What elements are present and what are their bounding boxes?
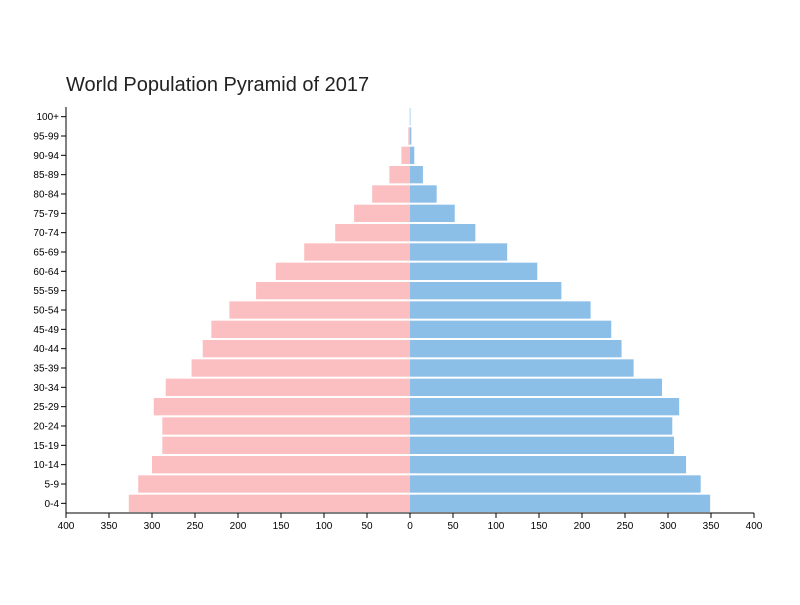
left-bar-95-99 — [408, 127, 410, 144]
y-tick-label: 65-69 — [33, 248, 59, 259]
left-bar-45-49 — [211, 321, 410, 338]
y-axis: 0-4 5-9 10-14 15-19 20-24 25-29 30-34 35-39 40-4… — [33, 107, 66, 513]
left-bar-30-34 — [166, 379, 410, 396]
left-bar-50-54 — [229, 301, 410, 318]
left-bar-40-44 — [203, 340, 410, 357]
right-bar-40-44 — [410, 340, 622, 357]
left-bar-75-79 — [354, 205, 410, 222]
right-bar-65-69 — [410, 243, 507, 260]
right-bar-35-39 — [410, 359, 634, 376]
right-bar-55-59 — [410, 282, 561, 299]
y-tick-label: 90-94 — [33, 151, 59, 162]
y-tick-label: 60-64 — [33, 267, 59, 278]
x-tick-label: 200 — [230, 521, 247, 532]
right-bar-15-19 — [410, 437, 674, 454]
y-tick-label: 50-54 — [33, 306, 59, 317]
y-tick-label: 25-29 — [33, 402, 59, 413]
y-tick-label: 75-79 — [33, 209, 59, 220]
x-tick-label: 300 — [144, 521, 161, 532]
right-bar-85-89 — [410, 166, 423, 183]
y-tick-label: 5-9 — [45, 480, 60, 491]
right-bar-30-34 — [410, 379, 662, 396]
x-tick-label: 0 — [407, 521, 413, 532]
y-tick-label: 35-39 — [33, 364, 59, 375]
x-tick-label: 150 — [273, 521, 290, 532]
y-tick-label: 30-34 — [33, 383, 59, 394]
x-axis: 400 350 300 250 200 150 100 50 0 50 100 150 200 250 30… — [58, 513, 763, 532]
left-bar-35-39 — [192, 359, 410, 376]
left-bar-10-14 — [152, 456, 410, 473]
chart-title: World Population Pyramid of 2017 — [66, 74, 369, 97]
left-bar-5-9 — [138, 475, 410, 492]
y-tick-label: 40-44 — [33, 344, 59, 355]
left-bar-0-4 — [129, 495, 410, 512]
y-tick-label: 55-59 — [33, 286, 59, 297]
x-tick-label: 250 — [187, 521, 204, 532]
y-tick-label: 85-89 — [33, 170, 59, 181]
right-bar-25-29 — [410, 398, 679, 415]
x-tick-label: 400 — [58, 521, 75, 532]
y-tick-label: 45-49 — [33, 325, 59, 336]
right-bar-5-9 — [410, 475, 701, 492]
left-bar-65-69 — [304, 243, 410, 260]
x-tick-label: 350 — [703, 521, 720, 532]
left-bar-80-84 — [372, 185, 410, 202]
x-tick-label: 50 — [361, 521, 373, 532]
x-tick-label: 350 — [101, 521, 118, 532]
right-bar-60-64 — [410, 263, 537, 280]
left-bar-70-74 — [335, 224, 410, 241]
right-bar-75-79 — [410, 205, 455, 222]
right-series-bars — [410, 108, 710, 512]
y-tick-label: 10-14 — [33, 460, 59, 471]
right-bar-20-24 — [410, 417, 672, 434]
x-tick-label: 300 — [660, 521, 677, 532]
y-tick-label: 70-74 — [33, 228, 59, 239]
y-tick-label: 100+ — [36, 112, 59, 123]
right-bar-45-49 — [410, 321, 611, 338]
right-bar-95-99 — [410, 127, 411, 144]
right-bar-0-4 — [410, 495, 710, 512]
x-tick-label: 400 — [746, 521, 763, 532]
right-bar-70-74 — [410, 224, 475, 241]
left-bar-15-19 — [162, 437, 410, 454]
y-tick-label: 80-84 — [33, 190, 59, 201]
x-tick-label: 50 — [447, 521, 459, 532]
right-bar-80-84 — [410, 185, 437, 202]
right-bar-10-14 — [410, 456, 686, 473]
right-bar-50-54 — [410, 301, 591, 318]
left-bar-90-94 — [401, 147, 410, 164]
left-series-bars — [129, 108, 410, 512]
x-tick-label: 100 — [316, 521, 333, 532]
y-tick-label: 20-24 — [33, 422, 59, 433]
y-tick-label: 15-19 — [33, 441, 59, 452]
left-bar-60-64 — [276, 263, 410, 280]
x-tick-label: 100 — [488, 521, 505, 532]
left-bar-25-29 — [154, 398, 410, 415]
right-bar-90-94 — [410, 147, 414, 164]
left-bar-85-89 — [389, 166, 410, 183]
y-tick-label: 95-99 — [33, 132, 59, 143]
left-bar-55-59 — [256, 282, 410, 299]
y-tick-label: 0-4 — [45, 499, 60, 510]
left-bar-20-24 — [162, 417, 410, 434]
x-tick-label: 250 — [617, 521, 634, 532]
x-tick-label: 200 — [574, 521, 591, 532]
x-tick-label: 150 — [531, 521, 548, 532]
